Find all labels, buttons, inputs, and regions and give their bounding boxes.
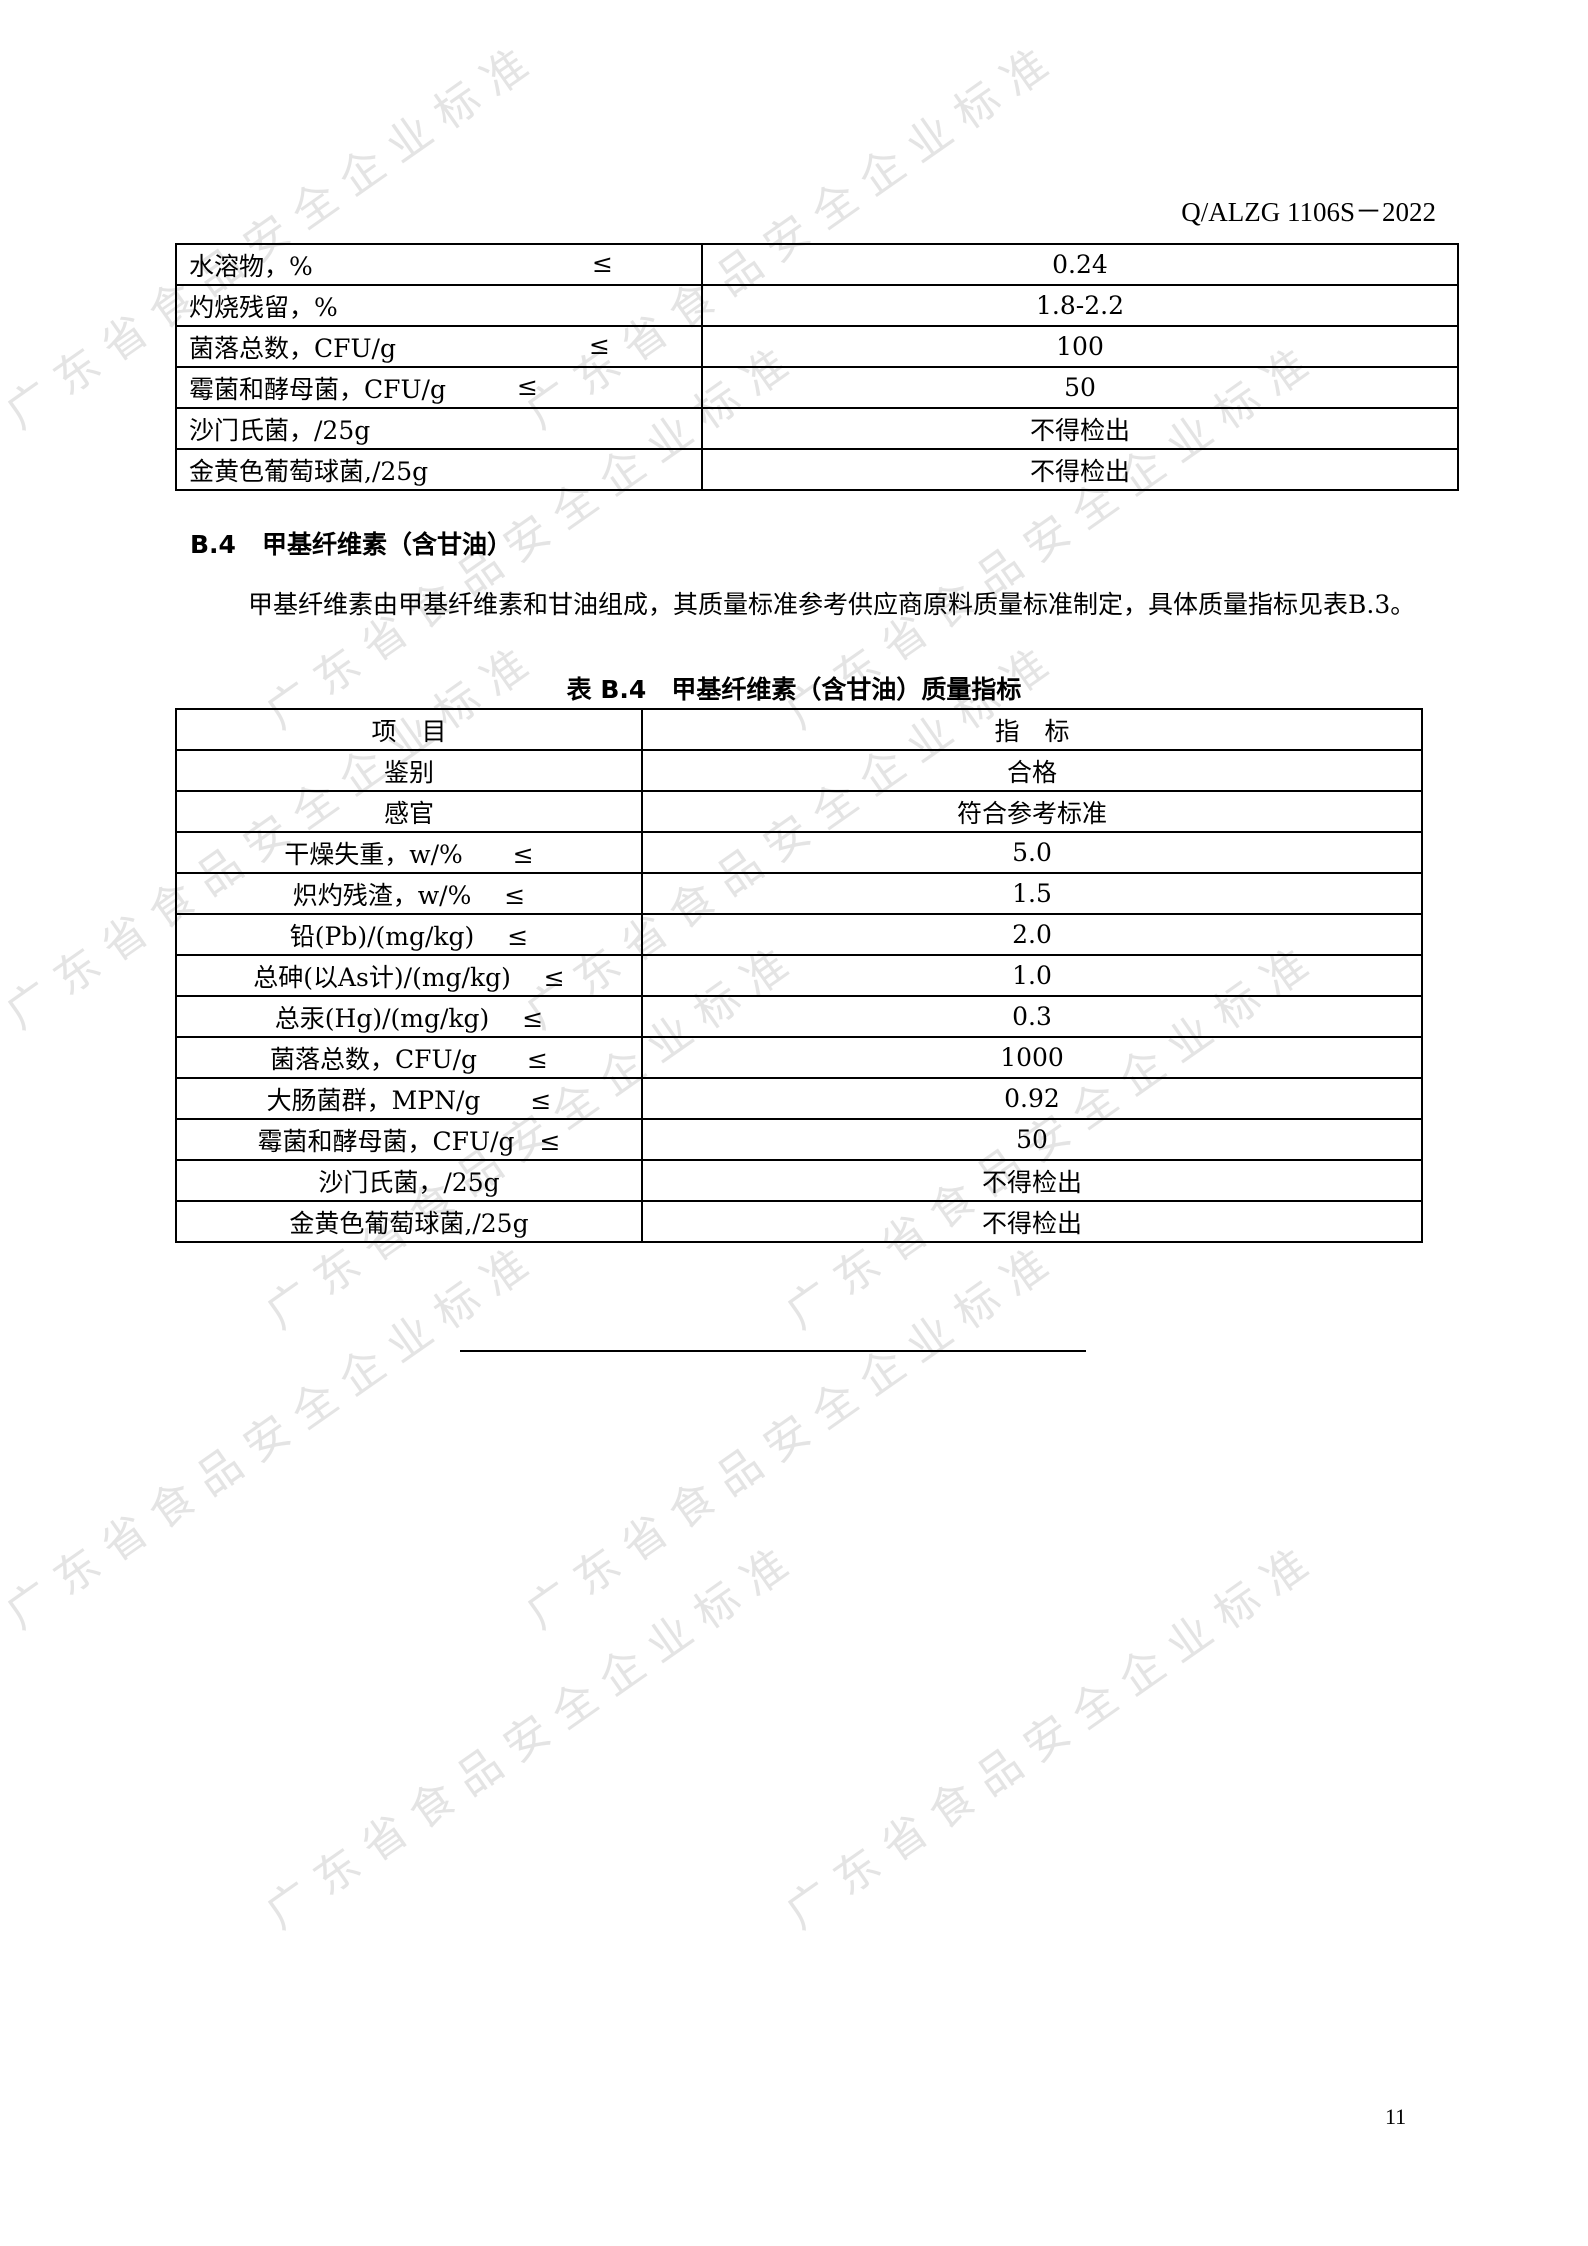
- table-row: 菌落总数，CFU/g ≤100: [175, 325, 1459, 368]
- item-cell: 霉菌和酵母菌，CFU/g ≤: [175, 366, 703, 409]
- value-cell: 不得检出: [641, 1159, 1423, 1202]
- le-sign: ≤: [589, 331, 610, 360]
- item-cell: 菌落总数，CFU/g ≤: [175, 1036, 643, 1079]
- value-cell: 合格: [641, 749, 1423, 792]
- table-row: 鉴别 合格: [175, 749, 1423, 792]
- table-row: 总汞(Hg)/(mg/kg) ≤0.3: [175, 995, 1423, 1038]
- item-label: 霉菌和酵母菌，CFU/g: [189, 374, 446, 404]
- item-cell: 鉴别: [175, 749, 643, 792]
- value-cell: 5.0: [641, 831, 1423, 874]
- table-row: 金黄色葡萄球菌,/25g 不得检出: [175, 448, 1459, 491]
- table-caption: 表 B.4 甲基纤维素（含甘油）质量指标: [566, 675, 1022, 704]
- header-value: 指 标: [641, 708, 1423, 751]
- table-b4: 项 目 指 标 鉴别 合格 感官 符合参考标准 干燥失重，w/% ≤5.0 炽灼残渣，w/…: [175, 708, 1423, 1243]
- item-cell: 铅(Pb)/(mg/kg) ≤: [175, 913, 643, 956]
- value-cell: 100: [701, 325, 1459, 368]
- value-cell: 符合参考标准: [641, 790, 1423, 833]
- value-cell: 1.8-2.2: [701, 284, 1459, 327]
- item-cell: 菌落总数，CFU/g ≤: [175, 325, 703, 368]
- item-label: 灼烧残留，%: [189, 292, 338, 322]
- value-cell: 50: [701, 366, 1459, 409]
- page-number: 11: [1385, 2104, 1407, 2129]
- le-sign: ≤: [517, 372, 538, 401]
- item-cell: 感官: [175, 790, 643, 833]
- item-label: 水溶物，%: [189, 251, 313, 281]
- table-row: 大肠菌群，MPN/g ≤0.92: [175, 1077, 1423, 1120]
- table-row: 菌落总数，CFU/g ≤1000: [175, 1036, 1423, 1079]
- table-row: 金黄色葡萄球菌,/25g 不得检出: [175, 1200, 1423, 1243]
- table-row: 感官 符合参考标准: [175, 790, 1423, 833]
- item-cell: 大肠菌群，MPN/g ≤: [175, 1077, 643, 1120]
- item-cell: 金黄色葡萄球菌,/25g: [175, 448, 703, 491]
- item-cell: 干燥失重，w/% ≤: [175, 831, 643, 874]
- value-cell: 50: [641, 1118, 1423, 1161]
- value-cell: 0.92: [641, 1077, 1423, 1120]
- section-heading: B.4 甲基纤维素（含甘油）: [190, 525, 538, 561]
- table-row: 总砷(以As计)/(mg/kg) ≤1.0: [175, 954, 1423, 997]
- table-row: 灼烧残留，% 1.8-2.2: [175, 284, 1459, 327]
- le-sign: ≤: [592, 249, 613, 278]
- value-cell: 1.0: [641, 954, 1423, 997]
- watermark-text: 广东省食品安全企业标准: [777, 1531, 1329, 1939]
- item-label: 沙门氏菌，/25g: [189, 415, 371, 445]
- end-line: [460, 1350, 1086, 1352]
- value-cell: 1000: [641, 1036, 1423, 1079]
- value-cell: 1.5: [641, 872, 1423, 915]
- item-cell: 水溶物，% ≤: [175, 243, 703, 286]
- header-item: 项 目: [175, 708, 643, 751]
- item-cell: 总砷(以As计)/(mg/kg) ≤: [175, 954, 643, 997]
- value-cell: 0.3: [641, 995, 1423, 1038]
- item-cell: 总汞(Hg)/(mg/kg) ≤: [175, 995, 643, 1038]
- table-row: 霉菌和酵母菌，CFU/g ≤50: [175, 1118, 1423, 1161]
- item-cell: 金黄色葡萄球菌,/25g: [175, 1200, 643, 1243]
- item-cell: 炽灼残渣，w/% ≤: [175, 872, 643, 915]
- paragraph: 甲基纤维素由甲基纤维素和甘油组成，其质量标准参考供应商原料质量标准制定，具体质量…: [248, 590, 1416, 619]
- table-header-row: 项 目 指 标: [175, 708, 1423, 751]
- table-row: 沙门氏菌，/25g 不得检出: [175, 407, 1459, 450]
- watermark-text: 广东省食品安全企业标准: [517, 1231, 1069, 1639]
- watermark-text: 广东省食品安全企业标准: [257, 1531, 809, 1939]
- standard-code: Q/ALZG 1106S－2022: [1181, 197, 1436, 227]
- section-number: B.4: [190, 530, 236, 559]
- section-title: 甲基纤维素（含甘油）: [261, 530, 512, 559]
- item-cell: 灼烧残留，%: [175, 284, 703, 327]
- value-cell: 2.0: [641, 913, 1423, 956]
- item-cell: 沙门氏菌，/25g: [175, 407, 703, 450]
- table-row: 霉菌和酵母菌，CFU/g ≤50: [175, 366, 1459, 409]
- table-row: 铅(Pb)/(mg/kg) ≤2.0: [175, 913, 1423, 956]
- table-row: 水溶物，% ≤0.24: [175, 243, 1459, 286]
- item-label: 金黄色葡萄球菌,/25g: [189, 456, 429, 486]
- item-label: 菌落总数，CFU/g: [189, 333, 396, 363]
- table-row: 干燥失重，w/% ≤5.0: [175, 831, 1423, 874]
- table-prev: 水溶物，% ≤0.24 灼烧残留，% 1.8-2.2 菌落总数，CFU/g ≤100 霉菌和…: [175, 243, 1459, 491]
- table-row: 炽灼残渣，w/% ≤1.5: [175, 872, 1423, 915]
- item-cell: 霉菌和酵母菌，CFU/g ≤: [175, 1118, 643, 1161]
- value-cell: 不得检出: [701, 448, 1459, 491]
- value-cell: 不得检出: [701, 407, 1459, 450]
- table-row: 沙门氏菌，/25g 不得检出: [175, 1159, 1423, 1202]
- value-cell: 不得检出: [641, 1200, 1423, 1243]
- watermark-text: 广东省食品安全企业标准: [0, 1231, 549, 1639]
- value-cell: 0.24: [701, 243, 1459, 286]
- item-cell: 沙门氏菌，/25g: [175, 1159, 643, 1202]
